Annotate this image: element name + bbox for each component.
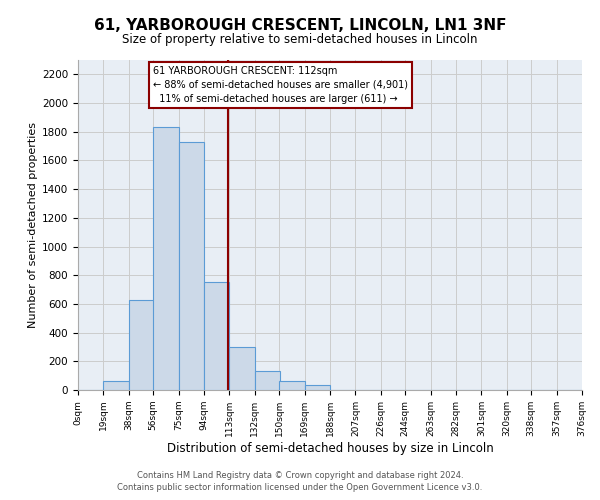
Bar <box>229 347 255 390</box>
Bar <box>179 142 204 390</box>
Bar <box>129 300 154 390</box>
Bar <box>305 385 330 390</box>
Y-axis label: Number of semi-detached properties: Number of semi-detached properties <box>28 122 38 328</box>
Bar <box>279 380 305 390</box>
Bar <box>255 372 280 390</box>
Text: Contains HM Land Registry data © Crown copyright and database right 2024.
Contai: Contains HM Land Registry data © Crown c… <box>118 471 482 492</box>
Text: 61, YARBOROUGH CRESCENT, LINCOLN, LN1 3NF: 61, YARBOROUGH CRESCENT, LINCOLN, LN1 3N… <box>94 18 506 32</box>
Text: Size of property relative to semi-detached houses in Lincoln: Size of property relative to semi-detach… <box>122 32 478 46</box>
Text: 61 YARBOROUGH CRESCENT: 112sqm
← 88% of semi-detached houses are smaller (4,901): 61 YARBOROUGH CRESCENT: 112sqm ← 88% of … <box>153 66 408 104</box>
Bar <box>204 282 229 390</box>
Bar <box>103 382 129 390</box>
X-axis label: Distribution of semi-detached houses by size in Lincoln: Distribution of semi-detached houses by … <box>167 442 493 454</box>
Bar <box>153 128 179 390</box>
